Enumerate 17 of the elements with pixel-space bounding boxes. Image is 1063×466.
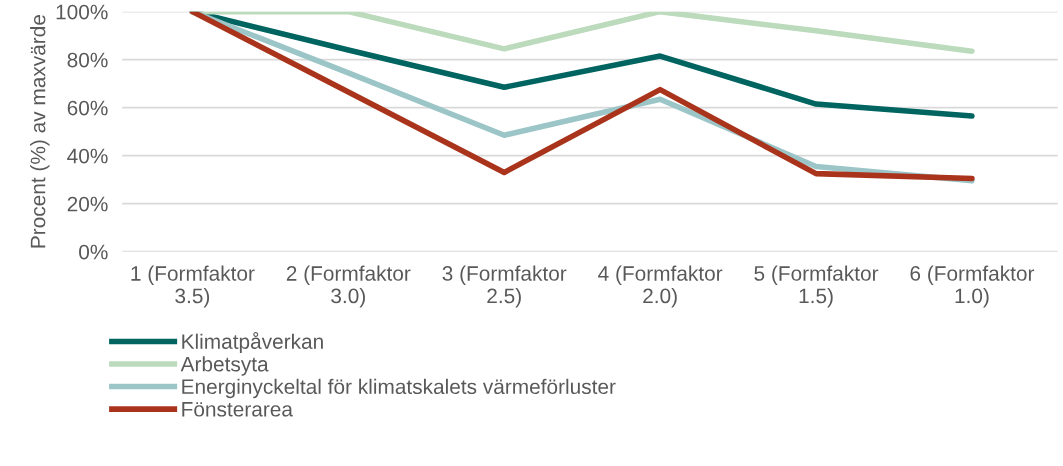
- legend-label: Energinyckeltal för klimatskalets värmeförluster: [182, 378, 616, 399]
- x-tick-label: 5 (Formfaktor 1.5): [754, 265, 879, 308]
- legend-label: Arbetsyta: [180, 356, 269, 376]
- x-tick-label: 6 (Formfaktor 1.0): [910, 265, 1035, 308]
- y-tick-label: 40%: [67, 148, 108, 164]
- y-axis-title: Procent (%) av maxvärde: [30, 15, 50, 248]
- y-tick-label: 80%: [67, 52, 108, 68]
- legend-label: Fönsterarea: [182, 402, 293, 417]
- legend-label: Klimatpåverkan: [182, 331, 323, 354]
- y-tick-label: 0%: [79, 244, 108, 260]
- x-tick-label: 4 (Formfaktor 2.0): [598, 265, 723, 308]
- y-tick-label: 60%: [67, 100, 108, 116]
- y-tick-label: 20%: [67, 196, 108, 212]
- x-tick-label: 2 (Formfaktor 3.0): [286, 265, 411, 308]
- x-tick-label: 1 (Formfaktor 3.5): [131, 265, 255, 308]
- y-tick-label: 100%: [56, 4, 108, 20]
- x-tick-label: 3 (Formfaktor 2.5): [442, 265, 567, 308]
